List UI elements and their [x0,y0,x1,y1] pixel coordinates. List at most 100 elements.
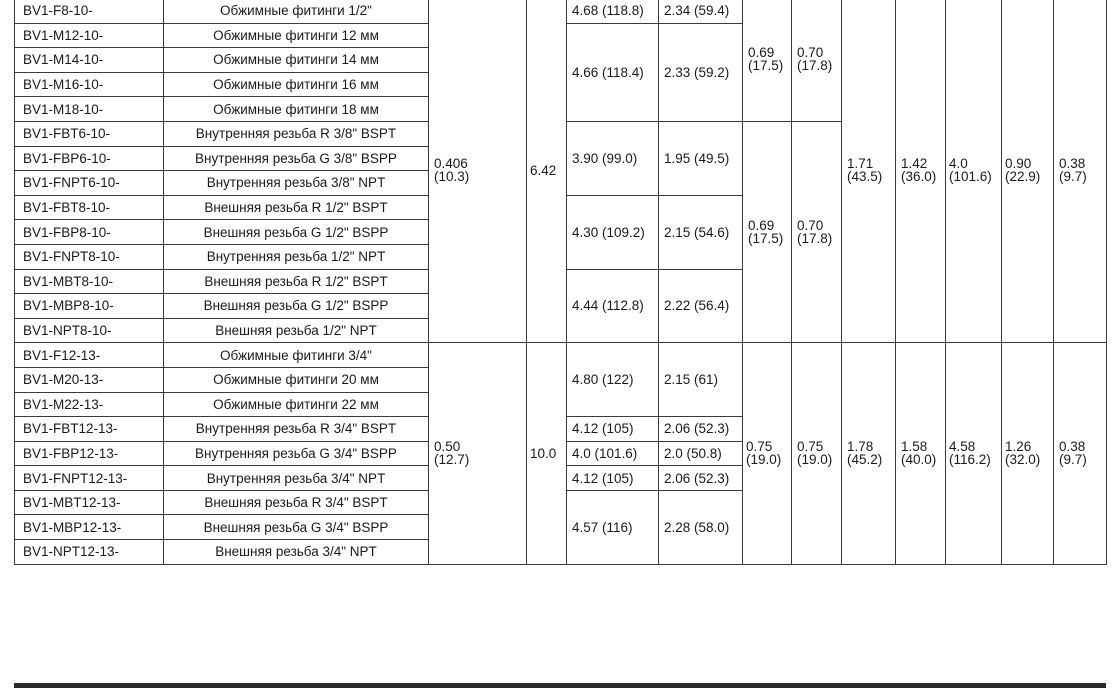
length-b-cell: 2.15 (61) [658,342,743,418]
model-cell: BV1-FNPT6-10- [14,170,164,196]
model-cell: BV1-FNPT8-10- [14,243,164,270]
model-cell: BV1-F8-10- [14,0,164,24]
dim-i-cell: 0.38 (9.7) [1053,0,1107,344]
description-cell: Внешняя резьба 1/2" NPT [163,317,429,344]
table-row: BV1-FBT12-13- Внутренняя резьба R 3/4" B… [14,416,1107,442]
table-row: BV1-F8-10- Обжимные фитинги 1/2" 0.406 (… [14,0,1107,344]
description-cell: Обжимные фитинги 20 мм [163,366,429,393]
length-a-cell: 4.66 (118.4) [566,22,659,122]
length-a-cell: 4.0 (101.6) [566,440,659,467]
dim-i-cell: 0.38 (9.7) [1053,342,1107,565]
table-row: BV1-FNPT8-10- Внутренняя резьба 1/2" NPT [14,243,1107,270]
model-cell: BV1-FBT6-10- [14,120,164,147]
model-cell: BV1-MBP8-10- [14,293,164,319]
description-cell: Внутренняя резьба G 3/4" BSPP [163,440,429,467]
length-b-cell: 2.0 (50.8) [658,440,743,467]
model-cell: BV1-M22-13- [14,391,164,418]
dim-d-cell: 0.70 (17.8) [791,0,842,122]
model-cell: BV1-MBT8-10- [14,268,164,295]
length-b-cell: 1.95 (49.5) [658,120,743,196]
length-b-cell: 2.06 (52.3) [658,465,743,491]
table-row: BV1-FNPT6-10- Внутренняя резьба 3/8" NPT [14,170,1107,196]
length-a-cell: 4.12 (105) [566,465,659,491]
length-b-cell: 2.22 (56.4) [658,268,743,344]
length-a-cell: 4.68 (118.8) [566,0,659,24]
description-cell: Внутренняя резьба 1/2" NPT [163,243,429,270]
cv-cell: 6.42 [526,0,567,344]
description-cell: Внутренняя резьба R 3/8" BSPT [163,120,429,147]
dim-c-cell: 0.75 (19.0) [742,342,792,565]
dim-c-cell: 0.69 (17.5) [742,120,792,344]
model-cell: BV1-M20-13- [14,366,164,393]
model-cell: BV1-FNPT12-13- [14,465,164,491]
table-row: BV1-M14-10- Обжимные фитинги 14 мм [14,47,1107,73]
description-cell: Внешняя резьба R 1/2" BSPT [163,194,429,221]
description-cell: Внешняя резьба 3/4" NPT [163,539,429,565]
model-cell: BV1-FBP6-10- [14,145,164,172]
length-a-cell: 4.44 (112.8) [566,268,659,344]
description-cell: Обжимные фитинги 16 мм [163,71,429,98]
length-a-cell: 4.57 (116) [566,489,659,565]
table-row: BV1-FBP8-10- Внешняя резьба G 1/2" BSPP [14,219,1107,245]
length-a-cell: 4.12 (105) [566,416,659,442]
model-cell: BV1-NPT8-10- [14,317,164,344]
description-cell: Обжимные фитинги 22 мм [163,391,429,418]
dim-h-cell: 0.90 (22.9) [1001,0,1054,344]
model-cell: BV1-M16-10- [14,71,164,98]
description-cell: Внешняя резьба G 1/2" BSPP [163,293,429,319]
table-row: BV1-FBT6-10- Внутренняя резьба R 3/8" BS… [14,120,1107,344]
dim-d-cell: 0.70 (17.8) [791,120,842,344]
table-row: BV1-FBP12-13- Внутренняя резьба G 3/4" B… [14,440,1107,467]
dim-d-cell: 0.75 (19.0) [791,342,842,565]
dim-f-cell: 1.58 (40.0) [895,342,946,565]
description-cell: Обжимные фитинги 12 мм [163,22,429,49]
orifice-cell: 0.406 (10.3) [428,0,527,344]
dim-f-cell: 1.42 (36.0) [895,0,946,344]
model-cell: BV1-FBT8-10- [14,194,164,221]
length-a-cell: 4.80 (122) [566,342,659,418]
description-cell: Обжимные фитинги 1/2" [163,0,429,24]
table-row: BV1-FBP6-10- Внутренняя резьба G 3/8" BS… [14,145,1107,172]
length-b-cell: 2.34 (59.4) [658,0,743,24]
table-row: BV1-MBP8-10- Внешняя резьба G 1/2" BSPP [14,293,1107,319]
table-row: BV1-M18-10- Обжимные фитинги 18 мм [14,96,1107,122]
model-cell: BV1-NPT12-13- [14,539,164,565]
description-cell: Внешняя резьба R 1/2" BSPT [163,268,429,295]
length-b-cell: 2.15 (54.6) [658,194,743,270]
table-row: BV1-M16-10- Обжимные фитинги 16 мм [14,71,1107,98]
model-cell: BV1-FBP12-13- [14,440,164,467]
dim-e-cell: 1.78 (45.2) [841,342,896,565]
dim-g-cell: 4.0 (101.6) [945,0,1002,344]
table-row: BV1-F12-13- Обжимные фитинги 3/4" 0.50 (… [14,342,1107,565]
description-cell: Внешняя резьба G 3/4" BSPP [163,514,429,541]
description-cell: Обжимные фитинги 18 мм [163,96,429,122]
table-bottom-rule [14,683,1106,688]
model-cell: BV1-M14-10- [14,47,164,73]
model-cell: BV1-MBT12-13- [14,489,164,516]
model-cell: BV1-M18-10- [14,96,164,122]
description-cell: Внутренняя резьба R 3/4" BSPT [163,416,429,442]
table-row: BV1-M20-13- Обжимные фитинги 20 мм [14,366,1107,393]
length-a-cell: 3.90 (99.0) [566,120,659,196]
table-row: BV1-M12-10- Обжимные фитинги 12 мм 4.66 … [14,22,1107,122]
length-b-cell: 2.06 (52.3) [658,416,743,442]
table-row: BV1-FNPT12-13- Внутренняя резьба 3/4" NP… [14,465,1107,491]
model-cell: BV1-F12-13- [14,342,164,368]
dim-g-cell: 4.58 (116.2) [945,342,1002,565]
model-cell: BV1-FBT12-13- [14,416,164,442]
table-row: BV1-M22-13- Обжимные фитинги 22 мм [14,391,1107,418]
description-cell: Внешняя резьба G 1/2" BSPP [163,219,429,245]
description-cell: Обжимные фитинги 3/4" [163,342,429,368]
description-cell: Внутренняя резьба G 3/8" BSPP [163,145,429,172]
dim-e-cell: 1.71 (43.5) [841,0,896,344]
dim-c-cell: 0.69 (17.5) [742,0,792,122]
dim-h-cell: 1.26 (32.0) [1001,342,1054,565]
model-cell: BV1-M12-10- [14,22,164,49]
length-b-cell: 2.28 (58.0) [658,489,743,565]
description-cell: Внешняя резьба R 3/4" BSPT [163,489,429,516]
model-cell: BV1-MBP12-13- [14,514,164,541]
length-a-cell: 4.30 (109.2) [566,194,659,270]
table-row: BV1-NPT12-13- Внешняя резьба 3/4" NPT [14,539,1107,565]
valve-spec-table: BV1-F8-10- Обжимные фитинги 1/2" 0.406 (… [14,0,1107,565]
description-cell: Внутренняя резьба 3/4" NPT [163,465,429,491]
